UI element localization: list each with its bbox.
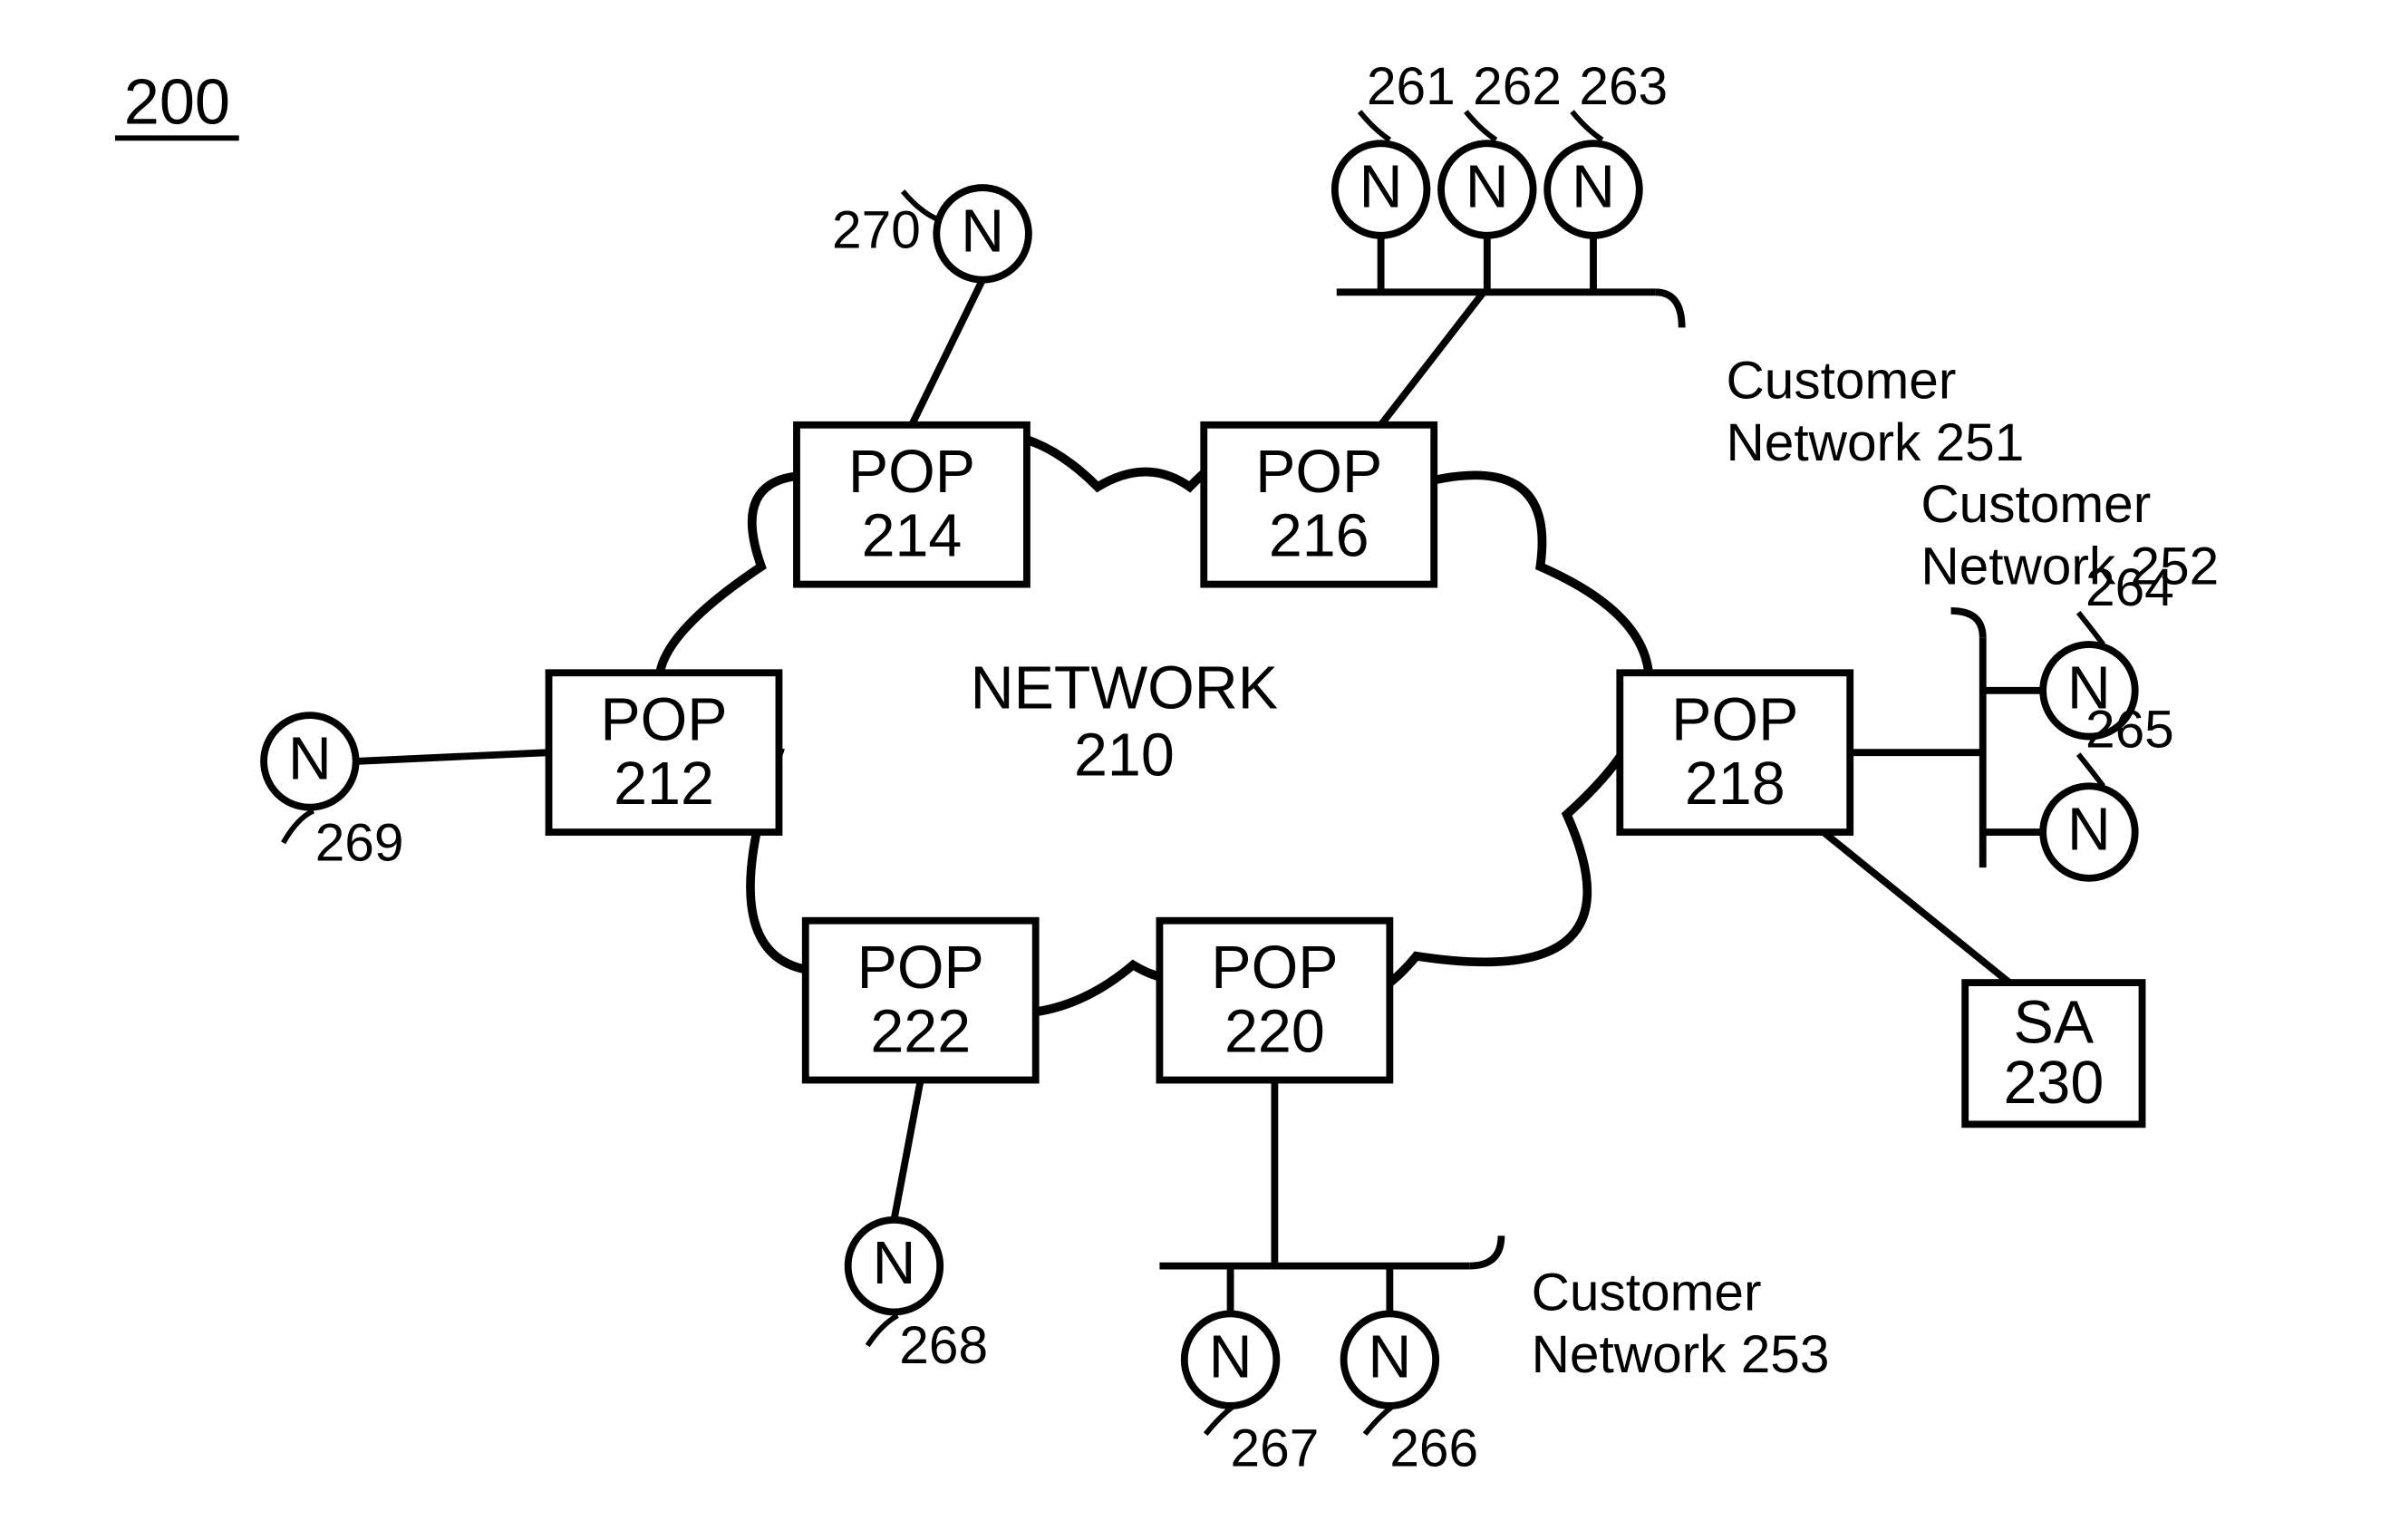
svg-text:263: 263 xyxy=(1579,57,1668,116)
svg-text:220: 220 xyxy=(1224,998,1325,1065)
svg-text:Network 253: Network 253 xyxy=(1532,1325,1830,1384)
svg-text:214: 214 xyxy=(862,502,963,569)
svg-text:212: 212 xyxy=(614,751,714,818)
svg-text:265: 265 xyxy=(2085,700,2174,759)
svg-text:Network 252: Network 252 xyxy=(1921,538,2219,596)
svg-text:POP: POP xyxy=(600,686,727,753)
svg-text:200: 200 xyxy=(124,66,230,138)
svg-text:269: 269 xyxy=(315,813,404,872)
svg-text:262: 262 xyxy=(1473,57,1562,116)
svg-text:POP: POP xyxy=(848,439,975,506)
svg-text:POP: POP xyxy=(1255,439,1382,506)
svg-text:NETWORK: NETWORK xyxy=(971,654,1278,722)
svg-text:Network 251: Network 251 xyxy=(1726,413,2024,472)
svg-text:266: 266 xyxy=(1389,1419,1478,1477)
svg-text:230: 230 xyxy=(2003,1050,2104,1117)
svg-text:268: 268 xyxy=(899,1316,988,1375)
svg-text:Customer: Customer xyxy=(1921,475,2151,534)
svg-text:222: 222 xyxy=(870,998,971,1065)
svg-text:SA: SA xyxy=(2014,990,2095,1057)
svg-text:N: N xyxy=(872,1230,915,1297)
svg-text:N: N xyxy=(1466,154,1509,221)
svg-text:Customer: Customer xyxy=(1532,1263,1762,1322)
svg-text:210: 210 xyxy=(1074,722,1175,789)
svg-text:N: N xyxy=(1359,154,1403,221)
svg-text:N: N xyxy=(1572,154,1615,221)
svg-text:261: 261 xyxy=(1367,57,1456,116)
svg-text:N: N xyxy=(2067,797,2111,864)
svg-text:267: 267 xyxy=(1231,1419,1320,1477)
svg-text:POP: POP xyxy=(857,935,984,1002)
svg-text:270: 270 xyxy=(832,200,921,259)
svg-text:216: 216 xyxy=(1269,502,1369,569)
svg-text:POP: POP xyxy=(1671,686,1798,753)
svg-text:218: 218 xyxy=(1685,751,1785,818)
svg-text:N: N xyxy=(961,198,1004,265)
svg-text:N: N xyxy=(1368,1324,1411,1391)
svg-text:N: N xyxy=(288,725,332,792)
svg-text:N: N xyxy=(1209,1324,1253,1391)
svg-text:264: 264 xyxy=(2085,558,2174,617)
svg-text:POP: POP xyxy=(1211,935,1338,1002)
svg-text:Customer: Customer xyxy=(1726,351,1956,410)
